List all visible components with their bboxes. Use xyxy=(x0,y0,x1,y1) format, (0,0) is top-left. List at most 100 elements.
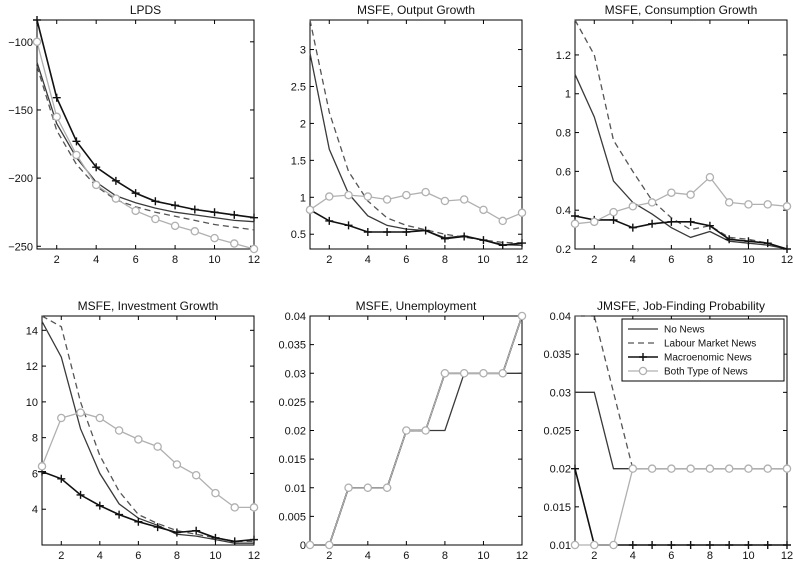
series-line-labour_market_news xyxy=(41,315,254,543)
point-both_type_of_news xyxy=(37,462,47,471)
panel-title: MSFE, Consumption Growth xyxy=(605,3,758,17)
point-both_type_of_news xyxy=(382,483,392,492)
panel-title: MSFE, Investment Growth xyxy=(78,299,219,313)
axes-box xyxy=(309,19,523,250)
series-line-labour_market_news xyxy=(36,66,255,231)
panel-title: LPDS xyxy=(130,3,161,17)
series-line-no_news xyxy=(36,62,255,223)
series-line-both_type_of_news xyxy=(574,176,788,225)
point-macroeconomic_news xyxy=(498,241,507,250)
point-both_type_of_news xyxy=(153,442,162,451)
point-both_type_of_news xyxy=(479,368,488,378)
point-both_type_of_news xyxy=(72,150,81,160)
point-both_type_of_news xyxy=(170,221,180,231)
point-both_type_of_news xyxy=(570,219,580,229)
point-macroeconomic_news xyxy=(421,226,430,235)
axes-box xyxy=(36,19,255,250)
x-tick-label: 2 xyxy=(54,254,60,266)
point-macroeconomic_news xyxy=(134,517,143,526)
legend: No News Labour Market News Macroenomic New… xyxy=(621,318,785,382)
x-tick-label: 12 xyxy=(516,550,528,562)
x-tick-label: 10 xyxy=(742,550,754,562)
x-tick-label: 2 xyxy=(58,550,64,562)
point-macroeconomic_news xyxy=(667,541,676,549)
x-tick-label: 2 xyxy=(326,550,332,562)
point-both_type_of_news xyxy=(57,413,66,423)
series-line-both_type_of_news xyxy=(310,315,523,546)
y-tick-label: 0.03 xyxy=(550,387,571,399)
point-macroeconomic_news xyxy=(230,210,239,219)
point-macroeconomic_news xyxy=(460,232,469,241)
point-macroeconomic_news xyxy=(153,523,162,532)
point-macroeconomic_news xyxy=(648,541,657,549)
panel-title: JMSFE, Job-Finding Probability xyxy=(597,299,765,313)
point-macroeconomic_news xyxy=(609,215,618,224)
y-tick-label: 0.035 xyxy=(278,340,306,352)
y-tick-label: 0.005 xyxy=(278,511,306,523)
y-tick-label: 0.04 xyxy=(550,311,571,323)
y-tick-label: −200 xyxy=(8,173,33,185)
y-tick-label: 0.015 xyxy=(543,502,571,514)
y-tick-label: 4 xyxy=(32,504,38,516)
y-tick-label: 3 xyxy=(300,45,306,57)
y-tick-label: 0.03 xyxy=(285,368,306,380)
point-both_type_of_news xyxy=(647,198,657,207)
legend-label-no_news: No News xyxy=(664,325,705,336)
point-macroeconomic_news xyxy=(763,239,772,248)
point-both_type_of_news xyxy=(782,464,792,473)
x-tick-label: 8 xyxy=(707,254,713,266)
point-macroeconomic_news xyxy=(744,237,753,246)
x-tick-label: 8 xyxy=(442,254,448,266)
point-both_type_of_news xyxy=(344,483,353,492)
point-both_type_of_news xyxy=(440,196,450,206)
x-tick-label: 4 xyxy=(365,254,371,266)
point-macroeconomic_news xyxy=(686,217,695,226)
point-both_type_of_news xyxy=(151,214,160,224)
x-tick-label: 2 xyxy=(326,254,332,266)
point-macroeconomic_news xyxy=(571,464,579,473)
x-tick-label: 10 xyxy=(477,550,489,562)
y-tick-label: 0.02 xyxy=(285,426,306,438)
point-macroeconomic_news xyxy=(402,228,411,237)
point-both_type_of_news xyxy=(114,426,124,435)
point-both_type_of_news xyxy=(32,37,42,47)
point-macroeconomic_news xyxy=(725,235,734,244)
point-both_type_of_news xyxy=(647,464,657,473)
point-macroeconomic_news xyxy=(571,212,579,221)
point-both_type_of_news xyxy=(325,540,334,550)
x-tick-label: 6 xyxy=(133,254,139,266)
axes-box xyxy=(41,315,255,546)
point-both_type_of_news xyxy=(421,426,430,435)
y-tick-label: 1.5 xyxy=(291,155,306,167)
y-tick-label: 12 xyxy=(26,361,38,373)
x-tick-label: 2 xyxy=(591,254,597,266)
point-both_type_of_news xyxy=(76,408,85,417)
point-both_type_of_news xyxy=(667,464,676,473)
y-tick-label: 1 xyxy=(300,192,306,204)
y-tick-label: 10 xyxy=(26,397,38,409)
point-both_type_of_news xyxy=(479,205,488,215)
point-both_type_of_news xyxy=(628,202,638,211)
y-tick-label: 0.025 xyxy=(278,397,306,409)
point-both_type_of_news xyxy=(402,190,411,200)
point-macroeconomic_news xyxy=(383,228,392,237)
series-line-both_type_of_news xyxy=(41,411,254,509)
x-tick-label: 6 xyxy=(668,254,674,266)
y-tick-label: 8 xyxy=(32,433,38,445)
point-macroeconomic_news xyxy=(763,541,772,549)
x-tick-label: 8 xyxy=(442,550,448,562)
point-macroeconomic_news xyxy=(57,474,66,483)
point-both_type_of_news xyxy=(609,540,618,550)
point-macroeconomic_news xyxy=(783,541,791,549)
point-both_type_of_news xyxy=(705,464,715,473)
point-both_type_of_news xyxy=(402,426,411,435)
x-tick-label: 12 xyxy=(781,550,793,562)
point-both_type_of_news xyxy=(667,188,676,197)
point-macroeconomic_news xyxy=(192,526,201,535)
legend-marker-both_type_of_news xyxy=(638,366,648,376)
panel-3: MSFE, Consumption Growth 2 4 6 8 10 12 0.2 0.4 0.… xyxy=(556,3,793,266)
x-tick-label: 10 xyxy=(208,254,220,266)
point-macroeconomic_news xyxy=(250,535,258,544)
point-macroeconomic_news xyxy=(325,216,334,225)
point-macroeconomic_news xyxy=(172,528,181,537)
